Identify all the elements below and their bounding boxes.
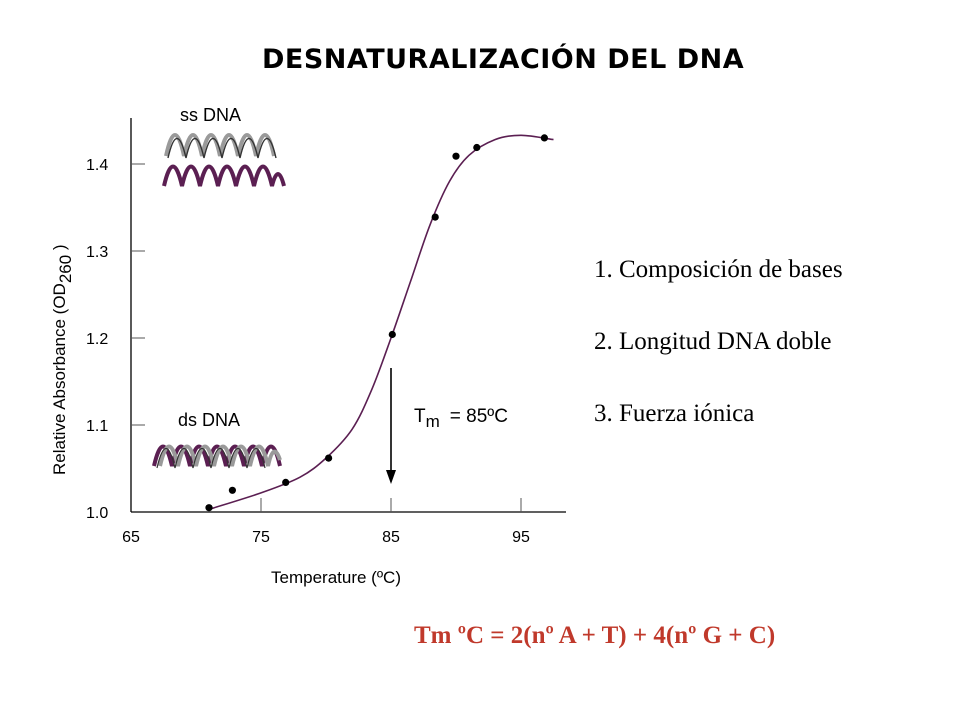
y-tick-label: 1.1	[86, 418, 108, 435]
x-tick-label: 85	[382, 529, 400, 546]
y-axis-label: Relative Absorbance (OD260 )	[50, 244, 75, 475]
data-point	[473, 143, 481, 152]
tm-arrow-head	[386, 470, 396, 484]
data-point	[540, 134, 549, 142]
x-tick-label: 75	[252, 529, 270, 546]
y-tick-label: 1.2	[86, 331, 108, 348]
ss-dna-strands-icon	[162, 133, 286, 187]
factor-item: 3. Fuerza iónica	[594, 400, 755, 427]
y-tick-label: 1.3	[86, 244, 108, 261]
x-ticks: 65 75 85 95	[122, 498, 530, 546]
data-point	[282, 478, 290, 486]
tm-label: Tm = 85ºC	[414, 406, 508, 431]
ds-dna-label: ds DNA	[178, 410, 240, 430]
y-ticks: 1.0 1.1 1.2 1.3 1.4	[86, 157, 145, 522]
x-tick-label: 65	[122, 529, 140, 546]
y-tick-label: 1.4	[86, 157, 108, 174]
data-point	[431, 213, 439, 221]
data-point	[388, 330, 396, 339]
page-title: DESNATURALIZACIÓN DEL DNA	[262, 44, 745, 75]
factor-item: 1. Composición de bases	[594, 256, 843, 283]
factor-item: 2. Longitud DNA doble	[594, 328, 832, 355]
melting-curve-line	[208, 134, 554, 511]
x-axis-label: Temperature (ºC)	[271, 568, 401, 587]
ds-dna-helix-icon	[152, 444, 282, 469]
data-point	[452, 152, 460, 160]
y-tick-label: 1.0	[86, 505, 108, 522]
x-tick-label: 95	[512, 529, 530, 546]
tm-formula: Tm ºC = 2(nº A + T) + 4(nº G + C)	[414, 622, 776, 649]
data-point	[205, 504, 213, 512]
chart-axes	[130, 118, 566, 513]
ss-dna-label: ss DNA	[180, 105, 241, 125]
data-point	[325, 454, 333, 462]
factors-list: 1. Composición de bases 2. Longitud DNA …	[594, 252, 843, 468]
data-point	[228, 486, 236, 494]
data-points	[205, 134, 549, 512]
